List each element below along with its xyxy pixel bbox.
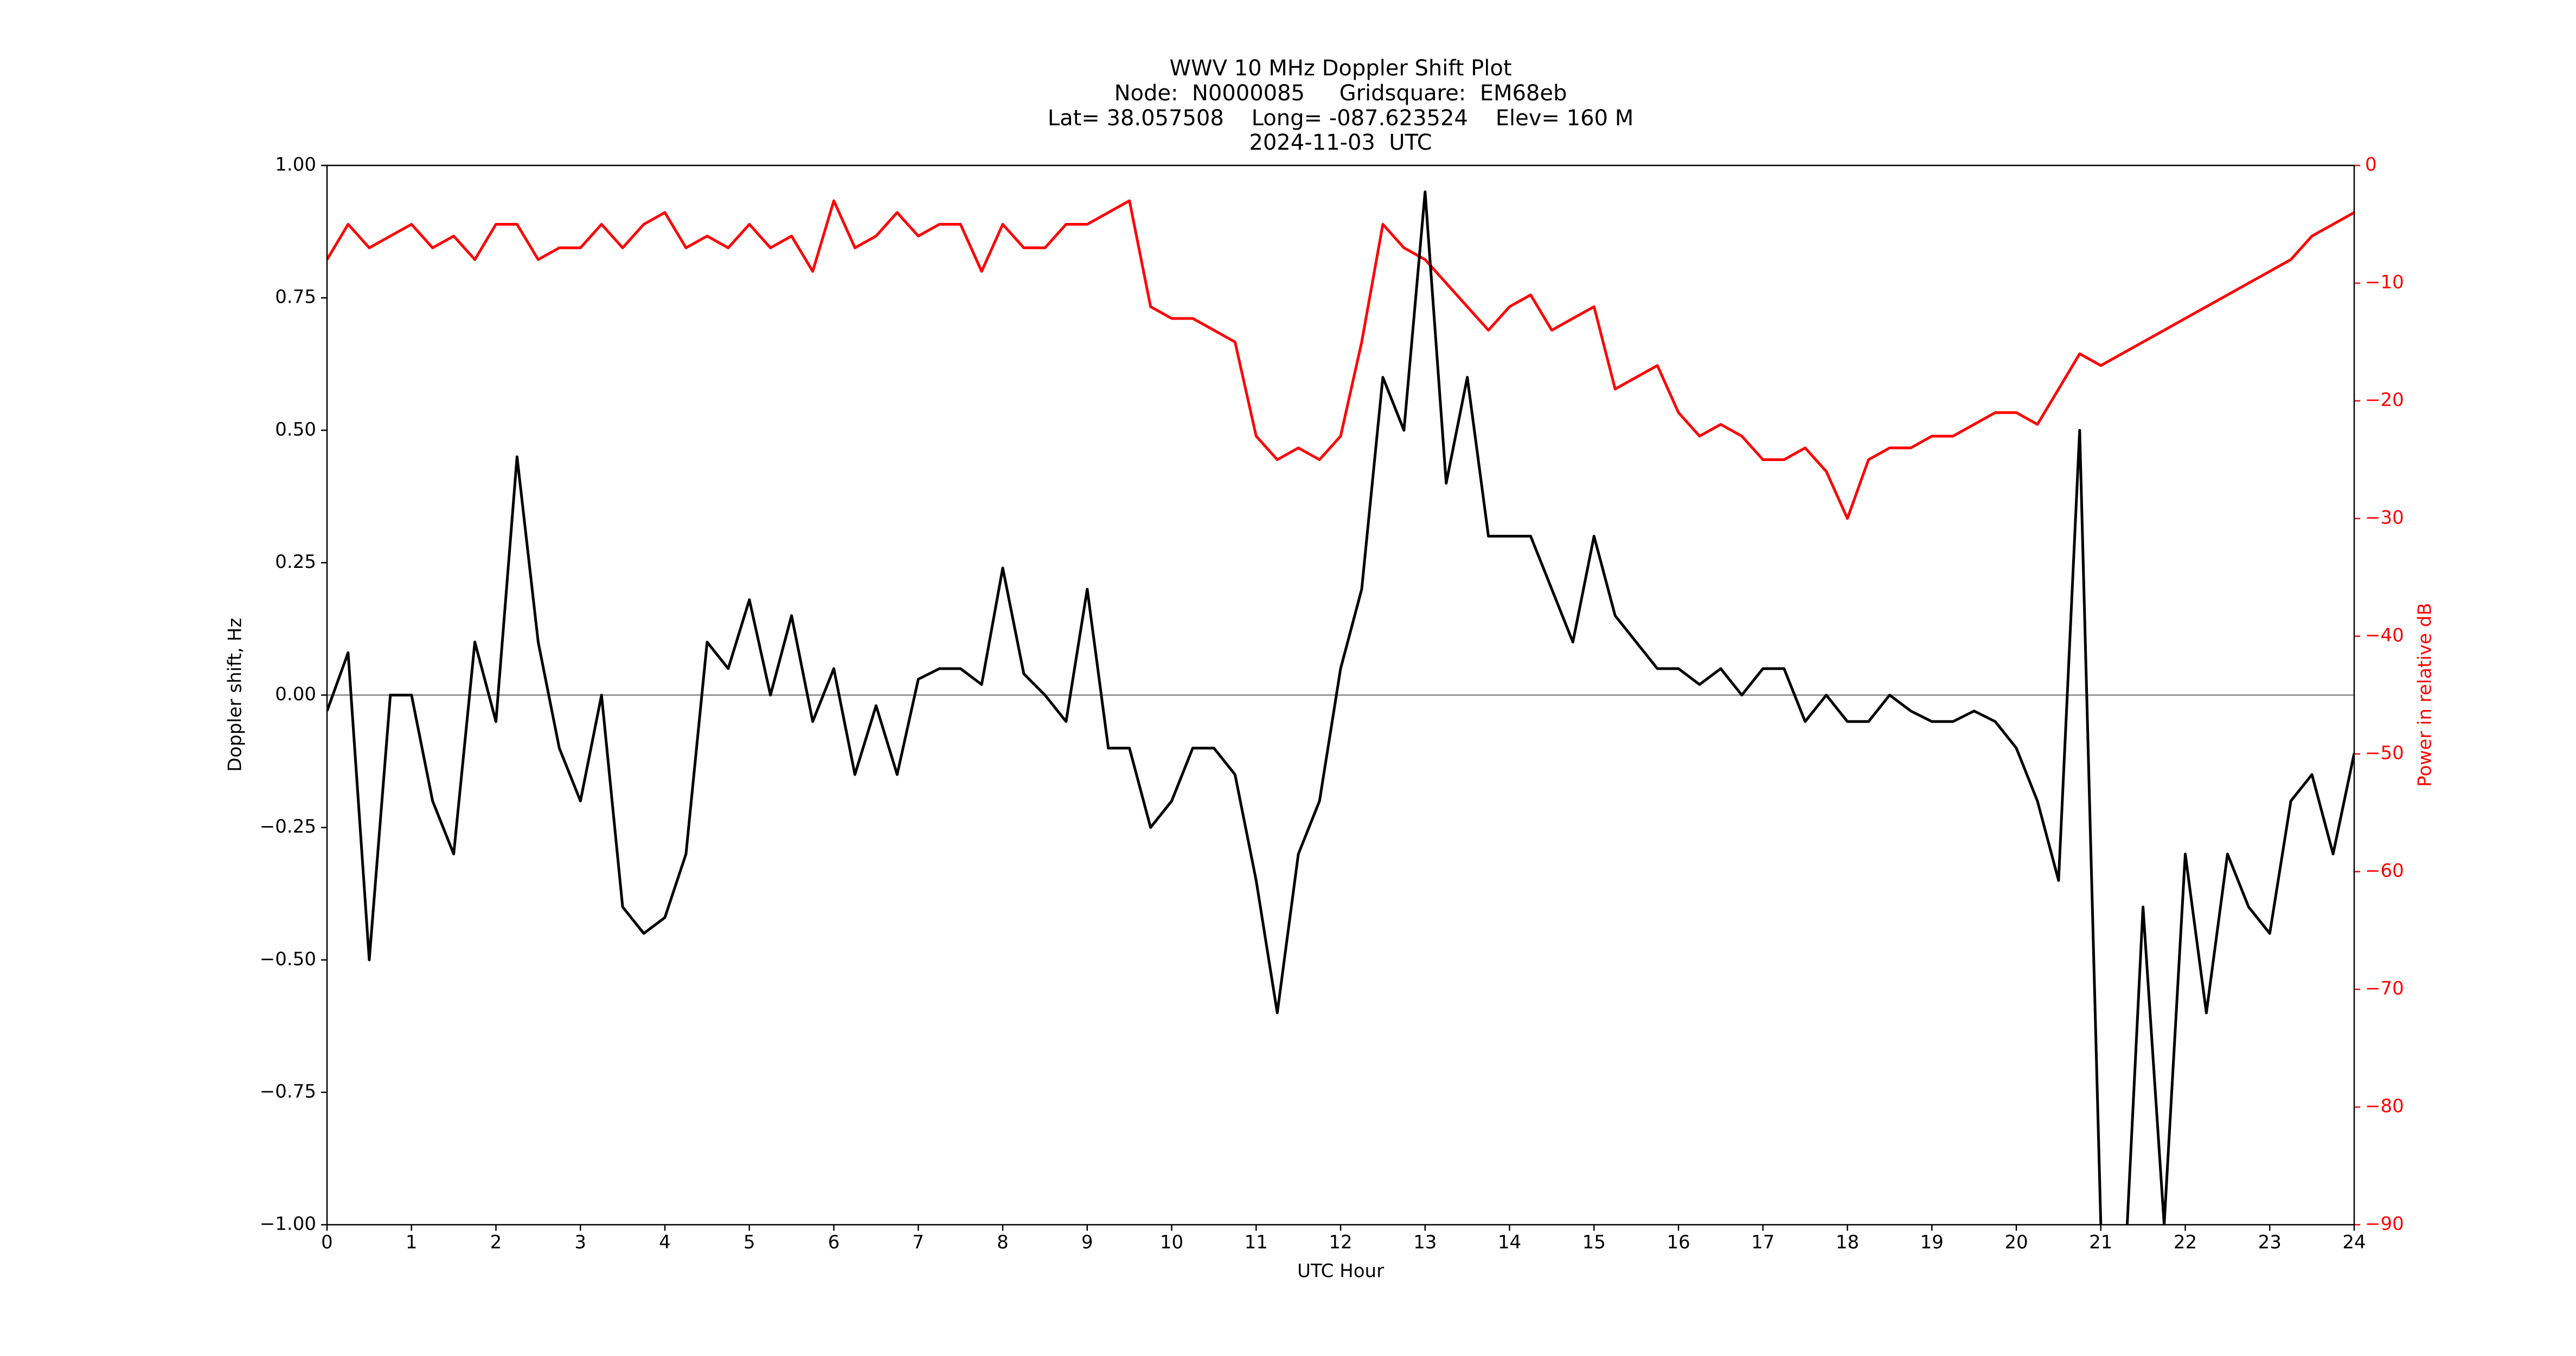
x-tick-label: 23: [2258, 1232, 2282, 1253]
plot-frame: [326, 164, 2355, 1226]
y-axis-label: Doppler shift, Hz: [225, 618, 246, 772]
x-tick-label: 15: [1582, 1232, 1606, 1253]
y2-tick-label: −20: [2365, 389, 2404, 411]
y-tick-label: −0.25: [260, 816, 316, 837]
x-tick-label: 21: [2089, 1232, 2112, 1253]
y2-tick-label: −70: [2365, 978, 2404, 1000]
x-tick-label: 6: [828, 1232, 840, 1253]
x-tick-label: 14: [1498, 1232, 1521, 1253]
y2-tick-label: −90: [2365, 1213, 2404, 1235]
x-tick-label: 22: [2174, 1232, 2197, 1253]
x-tick-label: 3: [574, 1232, 586, 1253]
y-tick-label: −0.50: [260, 948, 316, 970]
x-tick-label: 4: [659, 1232, 671, 1253]
x-tick-label: 11: [1245, 1232, 1268, 1253]
y2-tick-label: −30: [2365, 507, 2404, 529]
x-tick-label: 20: [2004, 1232, 2028, 1253]
y2-tick-label: −60: [2365, 860, 2404, 882]
y-tick-label: 0.25: [275, 551, 316, 573]
x-tick-label: 0: [321, 1232, 333, 1253]
x-tick-label: 5: [744, 1232, 755, 1253]
x-tick-label: 19: [1920, 1232, 1944, 1253]
y-tick-label: 0.50: [275, 419, 316, 440]
y-tick-label: −1.00: [260, 1213, 316, 1235]
chart-subtitle: 2024-11-03 UTC: [1249, 130, 1432, 155]
chart-subtitle: Lat= 38.057508 Long= -087.623524 Elev= 1…: [1048, 106, 1633, 131]
x-tick-label: 13: [1413, 1232, 1437, 1253]
x-tick-label: 12: [1329, 1232, 1352, 1253]
y-tick-label: 1.00: [275, 154, 316, 176]
y-tick-label: −0.75: [260, 1080, 316, 1102]
x-tick-label: 24: [2342, 1232, 2366, 1253]
data-line: [327, 199, 2354, 520]
x-axis-label: UTC Hour: [1297, 1261, 1384, 1282]
x-tick-label: 7: [912, 1232, 924, 1253]
y2-tick-label: −10: [2365, 272, 2404, 293]
x-tick-label: 17: [1751, 1232, 1774, 1253]
x-tick-label: 9: [1081, 1232, 1093, 1253]
x-tick-label: 16: [1667, 1232, 1690, 1253]
x-tick-label: 18: [1836, 1232, 1859, 1253]
y-tick-label: 0.00: [275, 683, 316, 705]
y2-axis-label: Power in relative dB: [2414, 603, 2436, 786]
data-line: [327, 190, 2354, 1225]
x-tick-label: 8: [997, 1232, 1009, 1253]
y2-tick-label: −50: [2365, 743, 2404, 764]
y2-tick-label: −40: [2365, 625, 2404, 647]
chart-title: WWV 10 MHz Doppler Shift Plot: [1169, 56, 1511, 81]
y2-tick-label: 0: [2365, 154, 2377, 176]
x-tick-label: 2: [490, 1232, 502, 1253]
y-tick-label: 0.75: [275, 286, 316, 308]
chart-subtitle: Node: N0000085 Gridsquare: EM68eb: [1114, 81, 1567, 106]
x-tick-label: 10: [1160, 1232, 1183, 1253]
y2-tick-label: −80: [2365, 1096, 2404, 1117]
x-tick-label: 1: [406, 1232, 418, 1253]
